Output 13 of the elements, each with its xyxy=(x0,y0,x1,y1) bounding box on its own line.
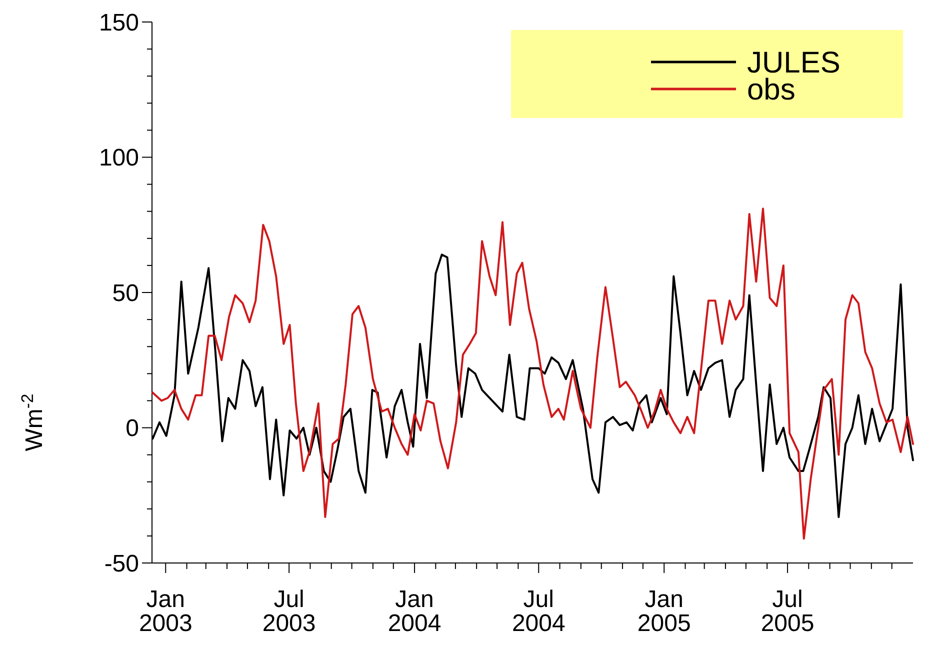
y-tick-label: -50 xyxy=(104,550,139,578)
x-tick-label: Jul 2005 xyxy=(760,586,814,637)
y-tick-label: 100 xyxy=(98,144,139,172)
x-tick-label: Jan 2005 xyxy=(637,586,691,637)
y-tick-label: 50 xyxy=(112,280,139,307)
x-tick-label: Jul 2003 xyxy=(262,586,316,637)
line-series xyxy=(152,208,914,540)
x-tick-label: Jan 2003 xyxy=(138,586,192,637)
y-tick-label: 150 xyxy=(98,9,139,36)
legend-label: obs xyxy=(747,74,796,106)
y-tick-label: 0 xyxy=(126,415,139,442)
x-tick-label: Jul 2004 xyxy=(512,586,566,637)
x-tick-label: Jan 2004 xyxy=(388,586,442,637)
